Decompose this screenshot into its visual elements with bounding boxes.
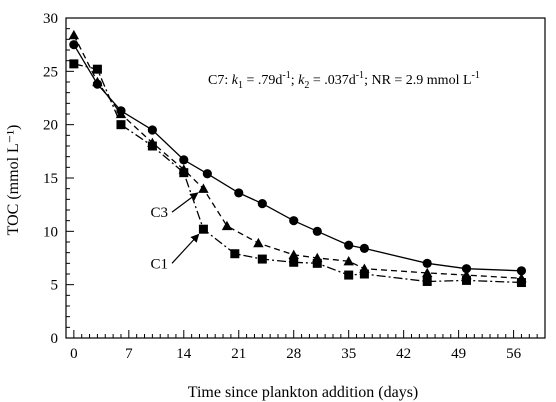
series-circle-point — [234, 188, 244, 198]
series-square-point — [344, 270, 354, 280]
chart-marks: C3 C1 — [68, 29, 527, 288]
y-tick-label: 10 — [43, 224, 58, 240]
y-tick-label: 15 — [43, 171, 58, 187]
x-tick-label: 0 — [70, 346, 78, 362]
series-circle-point — [461, 264, 472, 274]
y-tick-label: 5 — [51, 278, 59, 294]
series-circle-point — [312, 226, 322, 236]
series-triangle-point — [198, 183, 209, 193]
series-circle-point — [516, 266, 527, 276]
x-tick-label: 21 — [231, 346, 246, 362]
k2-value: = .037d — [309, 73, 355, 88]
rate-annotation: C7: k1 = .79d-1; k2 = .037d-1; NR = 2.9 … — [208, 70, 480, 91]
k1-subscript: 1 — [238, 80, 243, 91]
k2-symbol: k — [298, 73, 305, 88]
series-triangle-point — [422, 267, 433, 278]
y-tick-label: 25 — [43, 64, 58, 80]
series-square-point — [179, 168, 189, 178]
k1-unit-sup: -1 — [282, 70, 290, 81]
series-circle-point — [257, 199, 267, 209]
series-triangle-point — [68, 29, 80, 40]
x-tick-label: 49 — [451, 346, 466, 362]
series-square-point — [147, 141, 157, 151]
series-circle-point — [179, 155, 189, 165]
curve-label-c1: C1 — [150, 256, 168, 272]
annotation-sep1: ; — [291, 73, 298, 88]
series-square-point — [257, 254, 267, 264]
k1-symbol: k — [232, 73, 239, 88]
series-circle-point — [422, 258, 432, 268]
annotation-prefix: C7: — [208, 73, 232, 88]
curve-label-arrow — [171, 233, 200, 264]
series-triangle-point — [288, 249, 299, 259]
series-triangle-point — [253, 237, 264, 248]
x-tick-label: 42 — [396, 346, 411, 362]
series-triangle-point — [115, 108, 127, 119]
nr-unit-sup: -1 — [472, 70, 480, 81]
plot-frame — [65, 17, 546, 339]
series-circle-point — [344, 240, 354, 250]
y-axis-title: TOC (mmol L⁻¹) — [5, 125, 22, 236]
series-square-point — [69, 59, 79, 69]
series-square-line — [73, 63, 522, 284]
x-tick-label: 56 — [506, 346, 522, 362]
series-square-point — [289, 257, 299, 267]
series-square-point — [116, 120, 126, 130]
series-triangle-point — [92, 76, 103, 87]
y-tick-label: 30 — [43, 11, 58, 27]
series-circle-point — [147, 125, 157, 135]
x-tick-label: 14 — [176, 346, 192, 362]
annotation-sep2: ; NR = 2.9 mmol L — [364, 73, 471, 88]
series-circle-point — [69, 40, 79, 50]
series-circle-point — [202, 169, 212, 179]
series-square-point — [230, 249, 240, 259]
x-tick-label: 35 — [341, 346, 356, 362]
series-square-point — [198, 224, 208, 234]
x-tick-label: 28 — [286, 346, 301, 362]
series-circle-point — [289, 216, 299, 226]
k2-unit-sup: -1 — [356, 70, 364, 81]
x-tick-label: 7 — [125, 346, 133, 362]
y-tick-label: 20 — [43, 118, 58, 134]
series-triangle-line — [73, 34, 522, 279]
series-square-point — [422, 276, 432, 286]
curve-label-c3: C3 — [150, 205, 168, 221]
x-axis-title: Time since plankton addition (days) — [188, 384, 419, 401]
series-square-point — [516, 278, 526, 288]
k1-value: = .79d — [243, 73, 282, 88]
series-square-point — [92, 64, 102, 74]
curve-label-arrow — [171, 192, 199, 213]
k2-subscript: 2 — [304, 80, 309, 91]
series-triangle-point — [221, 220, 233, 231]
series-square-point — [461, 275, 471, 285]
y-tick-label: 0 — [51, 331, 59, 347]
series-circle-point — [359, 243, 369, 253]
series-square-point — [312, 258, 322, 268]
series-square-point — [359, 269, 369, 279]
series-triangle-point — [343, 256, 354, 266]
